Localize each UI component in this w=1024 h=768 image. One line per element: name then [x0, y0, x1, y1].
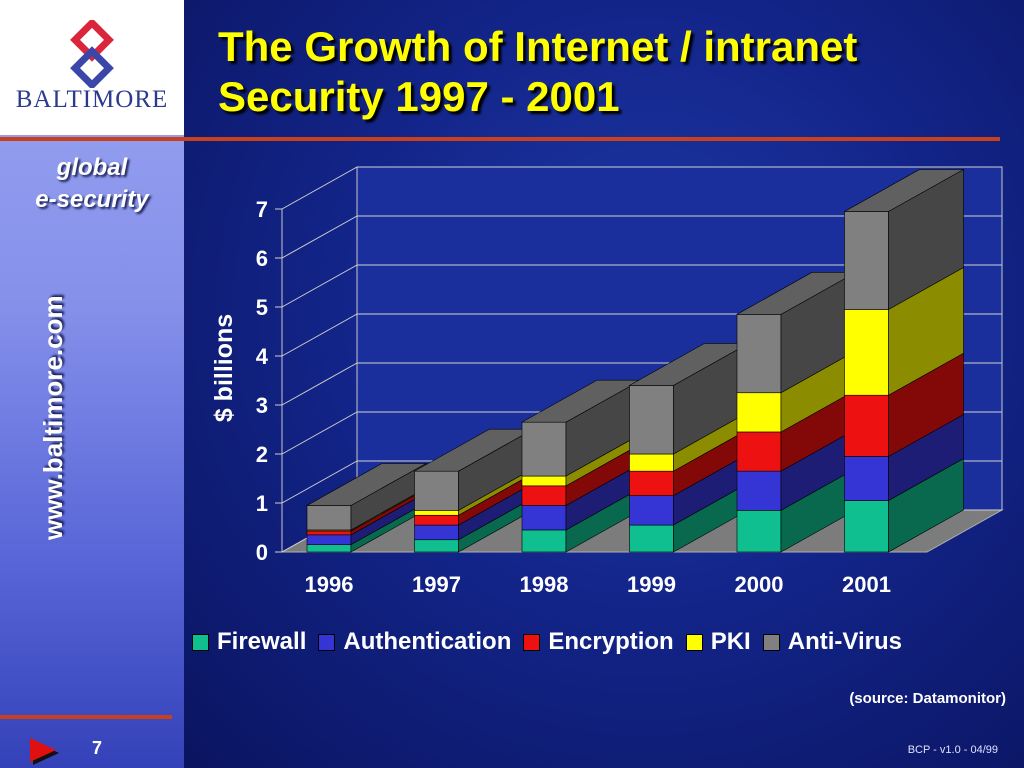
- side-gridline: [281, 264, 358, 308]
- bar-front-anti-virus: [844, 211, 889, 310]
- bar-front-anti-virus: [629, 385, 674, 455]
- bar-front-firewall: [414, 539, 459, 553]
- bar-front-anti-virus: [521, 421, 567, 477]
- bar-front-firewall: [629, 524, 674, 553]
- version-footer: BCP - v1.0 - 04/99: [907, 744, 998, 756]
- legend-swatch: [685, 633, 703, 651]
- bar-stack-1996: [305, 462, 428, 553]
- website-url[interactable]: www.baltimore.com: [38, 295, 68, 540]
- bar-front-authentication: [844, 456, 889, 501]
- bar-top: [843, 169, 965, 212]
- bar-front-encryption: [844, 394, 889, 457]
- slide-title: The Growth of Internet / intranet Securi…: [218, 22, 1008, 122]
- x-tick-label: 2000: [735, 572, 784, 597]
- y-tick-label: 7: [256, 197, 268, 222]
- x-tick-label: 1996: [305, 572, 354, 597]
- legend-item-anti-virus: Anti-Virus: [762, 628, 902, 656]
- y-tick-label: 1: [256, 491, 268, 516]
- chart-legend: Firewall Authentication Encryption PKI Anti-…: [192, 628, 914, 656]
- x-tick-label: 1998: [520, 572, 569, 597]
- tagline-line2: e-security: [35, 186, 149, 213]
- tagline-line1: global: [56, 154, 128, 181]
- y-axis-label: $ billions: [210, 314, 238, 422]
- side-gridline: [281, 411, 358, 455]
- bar-front-encryption: [736, 431, 782, 472]
- legend-label: Authentication: [343, 628, 512, 655]
- play-arrow-icon[interactable]: [30, 738, 56, 762]
- bar-front-encryption: [414, 514, 459, 526]
- legend-swatch: [762, 633, 780, 651]
- bar-stack-1998: [520, 379, 643, 553]
- legend-item-pki: PKI: [685, 628, 751, 656]
- bar-top: [305, 463, 428, 506]
- divider-line-top: [0, 137, 1000, 141]
- bar-front-pki: [736, 392, 782, 433]
- x-tick-label: 1999: [627, 572, 676, 597]
- chart-axes: 0 1 2 3 4 5 6 7 1996 1997 1998 1999 2000 2001: [256, 197, 891, 597]
- side-gridline: [281, 313, 358, 357]
- bar-front-pki: [414, 510, 459, 516]
- legend-label: Encryption: [548, 628, 674, 655]
- side-gridline: [281, 362, 358, 406]
- bar-front-authentication: [414, 524, 459, 541]
- logo-text: BALTIMORE: [15, 86, 169, 113]
- y-tick-label: 6: [256, 246, 268, 271]
- legend-label: PKI: [710, 628, 751, 655]
- y-tick-label: 0: [256, 540, 268, 565]
- bar-front-encryption: [629, 470, 674, 496]
- bar-front-anti-virus: [736, 314, 782, 394]
- y-tick-label: 5: [256, 295, 268, 320]
- bar-front-pki: [629, 453, 674, 472]
- legend-swatch: [523, 633, 541, 651]
- legend-swatch: [192, 633, 209, 651]
- bar-front-authentication: [629, 495, 674, 526]
- bar-stack-2000: [735, 271, 858, 553]
- bar-front-anti-virus: [306, 505, 352, 531]
- side-gridline: [281, 460, 358, 504]
- bar-stack-1999: [628, 342, 750, 553]
- y-tick-label: 3: [256, 393, 268, 418]
- side-gridline: [281, 215, 358, 259]
- legend-label: Anti-Virus: [787, 628, 902, 655]
- bar-front-firewall: [306, 544, 352, 553]
- bar-front-firewall: [736, 510, 782, 553]
- legend-item-firewall: Firewall: [192, 628, 306, 656]
- slide-number: 7: [92, 738, 103, 758]
- x-tick-label: 2001: [842, 572, 891, 597]
- bar-front-firewall: [521, 529, 567, 553]
- divider-line-bottom: [0, 715, 172, 719]
- legend-item-encryption: Encryption: [523, 628, 674, 656]
- title-line1: The Growth of Internet / intranet: [218, 23, 858, 70]
- x-tick-label: 1997: [412, 572, 461, 597]
- stacked-bar-chart: 0 1 2 3 4 5 6 7 1996 1997 1998 1999 2000 2001 $ billi…: [210, 166, 1004, 597]
- bar-stack-2001: [843, 168, 965, 553]
- baltimore-diamond-logo-icon: [70, 20, 114, 88]
- bar-front-authentication: [306, 534, 352, 545]
- bar-front-pki: [521, 475, 567, 487]
- source-note: (source: Datamonitor): [849, 690, 1006, 707]
- legend-label: Firewall: [217, 628, 307, 655]
- legend-swatch: [318, 633, 336, 651]
- legend-item-authentication: Authentication: [318, 628, 511, 656]
- bar-front-encryption: [521, 485, 567, 506]
- bar-front-encryption: [306, 530, 352, 536]
- chart-bars: [305, 168, 965, 553]
- bar-front-authentication: [521, 505, 567, 531]
- y-tick-label: 2: [256, 442, 268, 467]
- bar-front-authentication: [736, 470, 782, 511]
- bar-stack-1997: [413, 428, 535, 553]
- tagline: global e-security: [0, 152, 184, 216]
- bar-front-anti-virus: [414, 470, 459, 511]
- bar-front-firewall: [844, 500, 889, 553]
- title-line2: Security 1997 - 2001: [218, 73, 620, 120]
- y-tick-label: 4: [256, 344, 269, 369]
- side-gridline: [281, 166, 358, 210]
- bar-front-pki: [844, 309, 889, 396]
- logo-area: BALTIMORE: [0, 0, 184, 135]
